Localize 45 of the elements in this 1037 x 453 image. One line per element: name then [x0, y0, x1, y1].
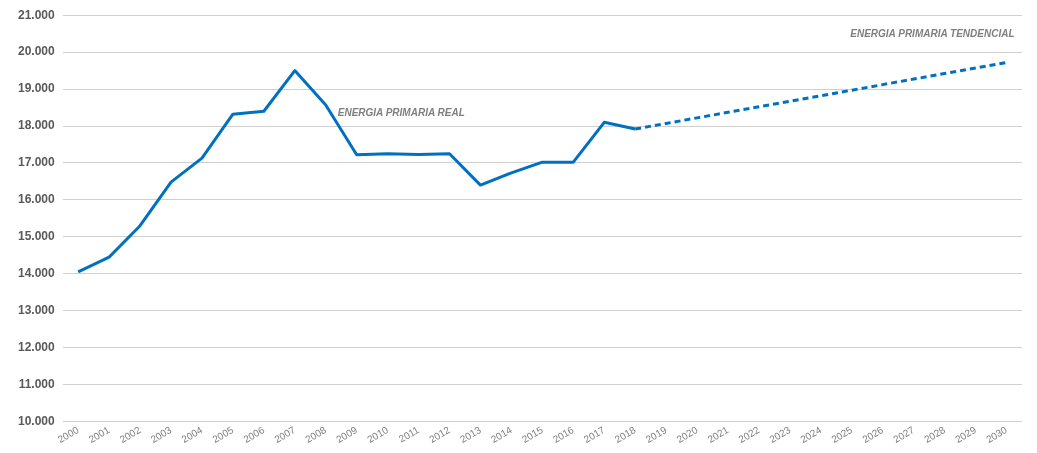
y-tick-label: 18.000: [18, 118, 56, 133]
x-tick-label: 2016: [550, 424, 577, 445]
x-tick-label: 2029: [953, 424, 979, 445]
x-tick-label: 2003: [148, 424, 174, 445]
x-tick-label: 2019: [643, 424, 669, 445]
x-tick-label: 2009: [334, 424, 360, 445]
y-tick-label: 19.000: [18, 81, 56, 96]
y-tick-label: 10.000: [18, 413, 56, 428]
x-tick-label: 2004: [179, 424, 205, 445]
x-tick-label: 2024: [798, 424, 824, 445]
x-tick-label: 2030: [984, 424, 1010, 445]
x-tick-label: 2028: [922, 424, 948, 445]
x-tick-label: 2023: [767, 424, 793, 445]
y-tick-label: 17.000: [18, 155, 56, 170]
x-tick-label: 2020: [674, 424, 700, 445]
x-tick-label: 2007: [272, 424, 298, 445]
x-tick-label: 2010: [365, 424, 391, 445]
x-tick-label: 2014: [489, 424, 515, 445]
x-tick-label: 2017: [581, 424, 607, 445]
x-tick-label: 2005: [210, 424, 236, 445]
x-tick-label: 2008: [303, 424, 329, 445]
x-tick-label: 2002: [117, 424, 143, 445]
x-tick-label: 2011: [396, 424, 422, 445]
x-tick-label: 2001: [86, 424, 112, 445]
y-tick-label: 20.000: [18, 44, 56, 59]
x-tick-label: 2012: [427, 424, 453, 445]
y-tick-label: 13.000: [18, 302, 56, 317]
y-tick-label: 15.000: [18, 229, 56, 244]
x-tick-label: 2021: [705, 424, 731, 445]
y-tick-label: 14.000: [18, 266, 56, 281]
x-tick-label: 2015: [519, 424, 546, 445]
x-tick-label: 2013: [458, 424, 484, 445]
y-tick-label: 21.000: [18, 7, 56, 22]
series-label: ENERGIA PRIMARIA REAL: [337, 106, 465, 118]
x-tick-label: 2025: [829, 424, 855, 445]
x-tick-label: 2022: [736, 424, 762, 445]
x-tick-label: 2006: [241, 424, 267, 445]
x-tick-label: 2000: [55, 424, 81, 445]
y-tick-label: 12.000: [18, 339, 56, 354]
y-tick-label: 16.000: [18, 192, 56, 207]
y-tick-label: 11.000: [18, 376, 56, 391]
text: ENERGIA PRIMARIA TENDENCIAL: [850, 28, 1015, 40]
x-tick-label: 2027: [891, 424, 917, 445]
x-tick-label: 2026: [860, 424, 886, 445]
x-tick-label: 2018: [612, 424, 638, 445]
